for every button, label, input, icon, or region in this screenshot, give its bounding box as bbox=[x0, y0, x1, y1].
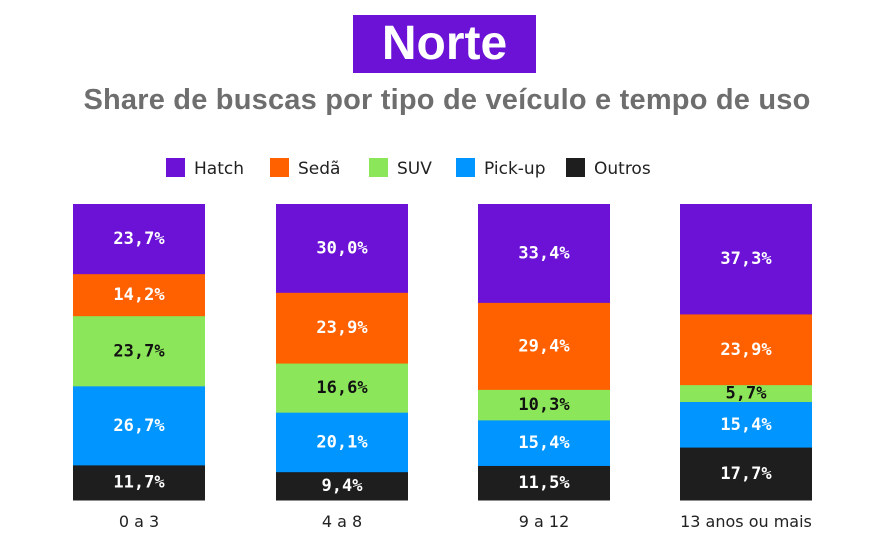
bar-segment-seda-4-a-8 bbox=[276, 292, 408, 365]
data-label-suv-0-a-3: 23,7% bbox=[113, 341, 165, 361]
data-label-hatch-9-a-12: 33,4% bbox=[518, 243, 570, 263]
bar-segment-seda-0-a-3 bbox=[73, 274, 205, 317]
bar-segment-pick-up-0-a-3 bbox=[73, 386, 205, 466]
category-label-0-a-3: 0 a 3 bbox=[119, 512, 159, 531]
legend: Hatch Sedã SUV Pick-up Outros bbox=[166, 158, 651, 179]
category-axis: 0 a 3 4 a 8 9 a 12 13 anos ou mais bbox=[119, 512, 812, 531]
legend-label-outros: Outros bbox=[594, 159, 651, 179]
legend-swatch-outros bbox=[566, 158, 585, 177]
data-label-outros-9-a-12: 11,5% bbox=[518, 473, 570, 493]
bar-segment-pick-up-13-anos-ou-mais bbox=[680, 402, 812, 449]
chart-subtitle: Share de buscas por tipo de veículo e te… bbox=[83, 84, 811, 116]
data-label-pick-up-4-a-8: 20,1% bbox=[316, 432, 368, 452]
data-label-suv-4-a-8: 16,6% bbox=[316, 378, 368, 398]
data-label-suv-9-a-12: 10,3% bbox=[518, 395, 570, 415]
bar-segment-outros-4-a-8 bbox=[276, 472, 408, 501]
data-label-pick-up-9-a-12: 15,4% bbox=[518, 433, 570, 453]
bar-segment-hatch-0-a-3 bbox=[73, 204, 205, 275]
data-label-seda-0-a-3: 14,2% bbox=[113, 285, 165, 305]
category-label-4-a-8: 4 a 8 bbox=[322, 512, 362, 531]
data-label-hatch-4-a-8: 30,0% bbox=[316, 238, 368, 258]
data-label-hatch-0-a-3: 23,7% bbox=[113, 229, 165, 249]
bar-segment-suv-9-a-12 bbox=[478, 389, 610, 421]
data-label-seda-9-a-12: 29,4% bbox=[518, 336, 570, 356]
bars-group: 23,7% 14,2% 23,7% 26,7% 11,7% 30,0% 23,9% 16,6%… bbox=[73, 204, 812, 501]
legend-swatch-pick-up bbox=[456, 158, 475, 177]
bar-segment-pick-up-4-a-8 bbox=[276, 412, 408, 473]
data-label-outros-13-anos-ou-mais: 17,7% bbox=[720, 464, 772, 484]
bar-segment-suv-0-a-3 bbox=[73, 316, 205, 387]
bar-segment-suv-4-a-8 bbox=[276, 363, 408, 414]
data-label-outros-0-a-3: 11,7% bbox=[113, 473, 165, 493]
legend-label-seda: Sedã bbox=[298, 159, 340, 179]
legend-swatch-seda bbox=[270, 158, 289, 177]
legend-swatch-hatch bbox=[166, 158, 185, 177]
region-title-badge: Norte bbox=[353, 15, 536, 73]
data-label-suv-13-anos-ou-mais: 5,7% bbox=[726, 384, 768, 404]
data-label-pick-up-13-anos-ou-mais: 15,4% bbox=[720, 415, 772, 435]
bar-segment-pick-up-9-a-12 bbox=[478, 420, 610, 467]
data-label-pick-up-0-a-3: 26,7% bbox=[113, 416, 165, 436]
bar-segment-hatch-13-anos-ou-mais bbox=[680, 204, 812, 315]
bar-segment-suv-13-anos-ou-mais bbox=[680, 385, 812, 403]
category-label-13-anos-ou-mais: 13 anos ou mais bbox=[680, 512, 812, 531]
category-label-9-a-12: 9 a 12 bbox=[519, 512, 570, 531]
legend-label-hatch: Hatch bbox=[194, 159, 244, 179]
bar-segment-outros-9-a-12 bbox=[478, 465, 610, 501]
legend-label-suv: SUV bbox=[397, 159, 432, 179]
bar-segment-outros-0-a-3 bbox=[73, 465, 205, 501]
bar-segment-hatch-4-a-8 bbox=[276, 204, 408, 294]
data-label-outros-4-a-8: 9,4% bbox=[322, 476, 364, 496]
data-label-seda-4-a-8: 23,9% bbox=[316, 318, 368, 338]
bar-segment-outros-13-anos-ou-mais bbox=[680, 447, 812, 501]
legend-label-pick-up: Pick-up bbox=[484, 159, 546, 179]
bar-segment-seda-13-anos-ou-mais bbox=[680, 314, 812, 386]
bar-segment-hatch-9-a-12 bbox=[478, 204, 610, 304]
bar-segment-seda-9-a-12 bbox=[478, 302, 610, 391]
data-label-hatch-13-anos-ou-mais: 37,3% bbox=[720, 249, 772, 269]
data-label-seda-13-anos-ou-mais: 23,9% bbox=[720, 340, 772, 360]
legend-swatch-suv bbox=[369, 158, 388, 177]
